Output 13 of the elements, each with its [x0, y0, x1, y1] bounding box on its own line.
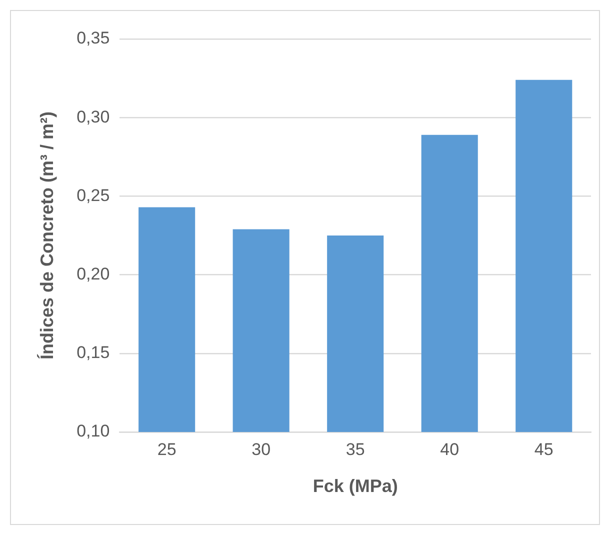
y-tick-label: 0,15 — [76, 343, 110, 362]
x-tick-label: 35 — [346, 440, 365, 459]
x-tick-label: 25 — [157, 440, 176, 459]
x-tick-label: 40 — [440, 440, 460, 459]
x-tick-label: 30 — [252, 440, 271, 459]
y-tick-label: 0,25 — [76, 186, 110, 205]
x-tick-label: 45 — [534, 440, 554, 459]
x-axis-title: Fck (MPa) — [312, 476, 398, 496]
y-axis-title: Índices de Concreto (m³ / m²) — [36, 111, 57, 360]
y-tick-label: 0,10 — [76, 422, 110, 441]
y-tick-label: 0,30 — [76, 107, 110, 126]
y-tick-label: 0,20 — [76, 264, 110, 284]
y-tick-label: 0,35 — [76, 28, 110, 48]
